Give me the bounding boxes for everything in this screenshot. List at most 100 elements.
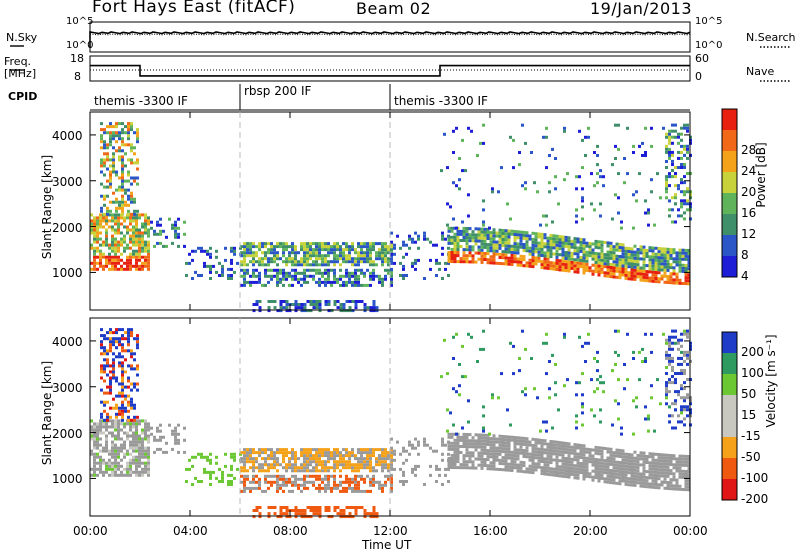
scatter-cell bbox=[654, 474, 658, 477]
scatter-cell bbox=[273, 254, 276, 258]
scatter-cell bbox=[522, 230, 526, 234]
scatter-cell bbox=[582, 456, 586, 460]
scatter-cell bbox=[555, 249, 559, 253]
scatter-cell bbox=[147, 440, 150, 444]
scatter-cell bbox=[127, 158, 130, 162]
scatter-cell bbox=[124, 143, 127, 147]
scatter-cell bbox=[449, 411, 452, 415]
scatter-cell bbox=[615, 469, 619, 473]
scatter-cell bbox=[133, 406, 136, 410]
scatter-cell bbox=[135, 458, 138, 462]
scatter-cell bbox=[345, 283, 348, 287]
scatter-cell bbox=[600, 449, 604, 453]
scatter-cell bbox=[452, 217, 455, 221]
scatter-cell bbox=[255, 268, 258, 272]
scatter-cell bbox=[638, 378, 641, 382]
scatter-cell bbox=[482, 426, 485, 430]
scatter-cell bbox=[105, 237, 108, 241]
scatter-cell bbox=[276, 457, 279, 461]
scatter-cell bbox=[372, 242, 375, 246]
scatter-cell bbox=[654, 480, 658, 483]
scatter-cell bbox=[270, 463, 273, 467]
scatter-cell bbox=[121, 203, 124, 207]
scatter-cell bbox=[270, 274, 273, 278]
scatter-cell bbox=[468, 451, 472, 455]
scatter-cell bbox=[117, 255, 120, 259]
scatter-cell bbox=[647, 429, 650, 433]
scatter-cell bbox=[650, 178, 653, 182]
scatter-cell bbox=[651, 279, 655, 283]
scatter-cell bbox=[525, 470, 529, 474]
scatter-cell bbox=[672, 463, 676, 467]
scatter-cell bbox=[486, 458, 490, 462]
scatter-cell bbox=[342, 274, 345, 278]
scatter-cell bbox=[524, 393, 527, 397]
scatter-cell bbox=[666, 459, 670, 463]
vel-ytick-2000: 2000 bbox=[52, 427, 83, 441]
scatter-cell bbox=[115, 140, 118, 144]
scatter-cell bbox=[582, 444, 586, 448]
scatter-cell bbox=[543, 442, 547, 446]
scatter-cell bbox=[558, 262, 562, 266]
scatter-cell bbox=[357, 489, 360, 493]
scatter-cell bbox=[126, 243, 129, 247]
scatter-cell bbox=[507, 465, 511, 469]
scatter-cell bbox=[498, 437, 502, 441]
scatter-cell bbox=[665, 390, 668, 394]
scatter-cell bbox=[660, 265, 664, 269]
scatter-cell bbox=[246, 251, 249, 255]
scatter-cell bbox=[117, 464, 120, 468]
scatter-cell bbox=[536, 190, 539, 194]
scatter-cell bbox=[127, 194, 130, 198]
scatter-cell bbox=[575, 426, 578, 430]
scatter-cell bbox=[261, 451, 264, 455]
scatter-cell bbox=[468, 251, 472, 255]
scatter-cell bbox=[130, 364, 133, 368]
scatter-cell bbox=[561, 447, 565, 451]
scatter-cell bbox=[99, 264, 102, 268]
scatter-cell bbox=[668, 208, 671, 212]
scatter-cell bbox=[330, 489, 333, 493]
scatter-cell bbox=[465, 466, 469, 470]
scatter-cell bbox=[663, 280, 667, 284]
scatter-cell bbox=[348, 512, 352, 516]
scatter-cell bbox=[105, 255, 108, 259]
scatter-cell bbox=[660, 277, 664, 281]
scatter-cell bbox=[360, 448, 363, 452]
scatter-cell bbox=[585, 459, 589, 463]
scatter-cell bbox=[333, 260, 336, 264]
scatter-cell bbox=[100, 140, 103, 144]
scatter-cell bbox=[543, 466, 547, 470]
scatter-cell bbox=[659, 196, 662, 200]
scatter-cell bbox=[348, 463, 351, 467]
scatter-cell bbox=[96, 440, 99, 444]
scatter-cell bbox=[624, 455, 628, 459]
scatter-cell bbox=[681, 472, 685, 476]
scatter-cell bbox=[108, 225, 111, 229]
scatter-cell bbox=[147, 231, 150, 235]
scatter-cell bbox=[100, 334, 103, 338]
scatter-cell bbox=[285, 274, 288, 278]
scatter-cell bbox=[566, 378, 569, 382]
scatter-cell bbox=[581, 138, 584, 142]
scatter-cell bbox=[258, 257, 261, 261]
scatter-cell bbox=[477, 457, 481, 461]
scatter-cell bbox=[177, 226, 180, 230]
scatter-cell bbox=[133, 358, 136, 362]
scatter-cell bbox=[549, 452, 553, 456]
scatter-cell bbox=[672, 484, 676, 488]
scatter-cell bbox=[124, 188, 127, 192]
scatter-cell bbox=[578, 129, 581, 133]
scatter-cell bbox=[138, 252, 141, 256]
scatter-cell bbox=[668, 175, 671, 179]
scatter-cell bbox=[600, 455, 604, 459]
scatter-cell bbox=[114, 219, 117, 223]
scatter-cell bbox=[342, 257, 345, 261]
scatter-cell bbox=[671, 169, 674, 172]
scatter-cell bbox=[126, 267, 129, 271]
scatter-cell bbox=[435, 480, 438, 483]
scatter-cell bbox=[680, 132, 683, 136]
scatter-cell bbox=[686, 350, 689, 354]
scatter-cell bbox=[258, 277, 261, 281]
scatter-cell bbox=[564, 254, 568, 257]
